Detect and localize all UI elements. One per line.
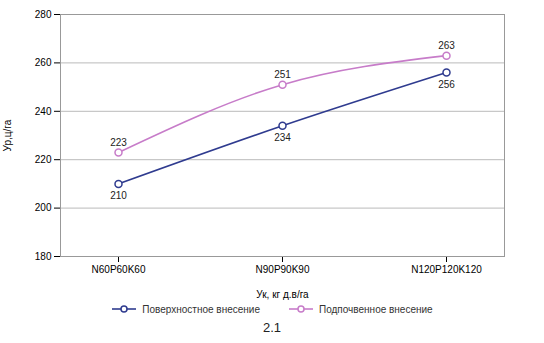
svg-text:280: 280 — [35, 9, 52, 20]
svg-text:N60P60K60: N60P60K60 — [92, 264, 146, 275]
svg-text:200: 200 — [35, 202, 52, 213]
html-text:Подпочвенное внесение: Подпочвенное внесение — [319, 303, 433, 315]
svg-text:210: 210 — [110, 190, 127, 201]
svg-text:Ур,ц/га: Ур,ц/га — [2, 119, 13, 151]
svg-text:260: 260 — [35, 57, 52, 68]
svg-text:180: 180 — [35, 251, 52, 262]
svg-text:251: 251 — [274, 69, 291, 80]
svg-text:263: 263 — [438, 40, 455, 51]
svg-text:234: 234 — [274, 132, 291, 143]
html-text:Поверхностное внесение: Поверхностное внесение — [142, 303, 260, 315]
svg-text:220: 220 — [35, 154, 52, 165]
svg-text:N90P90K90: N90P90K90 — [256, 264, 310, 275]
svg-text:256: 256 — [438, 79, 455, 90]
svg-text:Ук, кг д.в/га: Ук, кг д.в/га — [256, 289, 309, 300]
svg-text:N120P120K120: N120P120K120 — [411, 264, 482, 275]
svg-text:240: 240 — [35, 106, 52, 117]
html-text:2.1: 2.1 — [263, 320, 281, 335]
svg-text:223: 223 — [110, 137, 127, 148]
